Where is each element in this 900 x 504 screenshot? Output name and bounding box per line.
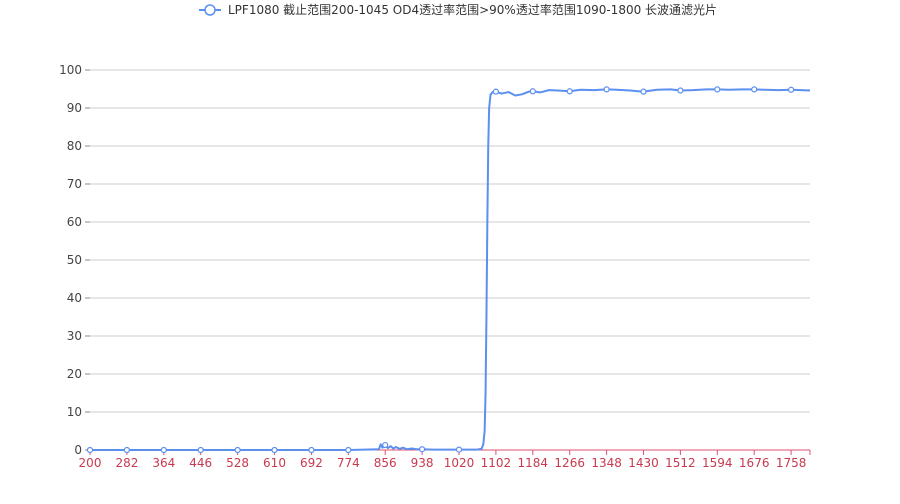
x-tick-label: 1348 — [591, 456, 622, 470]
y-tick-label: 50 — [67, 253, 82, 267]
legend-marker-icon — [205, 5, 215, 15]
data-point[interactable] — [641, 89, 646, 94]
data-point[interactable] — [530, 89, 535, 94]
x-tick-label: 938 — [411, 456, 434, 470]
x-tick-label: 1020 — [444, 456, 475, 470]
data-point[interactable] — [161, 448, 166, 453]
x-tick-label: 1594 — [702, 456, 733, 470]
data-point[interactable] — [567, 89, 572, 94]
data-point[interactable] — [88, 448, 93, 453]
x-tick-label: 610 — [263, 456, 286, 470]
x-tick-label: 774 — [337, 456, 360, 470]
x-tick-label: 1512 — [665, 456, 696, 470]
y-tick-label: 100 — [59, 63, 82, 77]
data-point[interactable] — [678, 88, 683, 93]
data-point[interactable] — [604, 87, 609, 92]
y-tick-label: 90 — [67, 101, 82, 115]
x-tick-label: 446 — [189, 456, 212, 470]
y-tick-label: 0 — [74, 443, 82, 457]
series-line[interactable] — [90, 89, 810, 450]
y-tick-label: 70 — [67, 177, 82, 191]
x-tick-label: 282 — [115, 456, 138, 470]
plot-area — [88, 87, 811, 453]
y-tick-label: 30 — [67, 329, 82, 343]
y-tick-label: 40 — [67, 291, 82, 305]
x-tick-label: 364 — [152, 456, 175, 470]
x-tick-label: 1676 — [739, 456, 770, 470]
x-tick-label: 1430 — [628, 456, 659, 470]
legend[interactable]: LPF1080 截止范围200-1045 OD4透过率范围>90%透过率范围10… — [199, 2, 717, 17]
x-tick-label: 1184 — [518, 456, 549, 470]
grid-lines — [90, 70, 810, 412]
x-tick-label: 1266 — [554, 456, 585, 470]
data-point[interactable] — [309, 448, 314, 453]
y-tick-label: 20 — [67, 367, 82, 381]
data-point[interactable] — [493, 89, 498, 94]
data-point[interactable] — [383, 443, 388, 448]
y-axis: 0 10 20 30 40 50 60 70 80 90 100 — [59, 63, 90, 457]
data-point[interactable] — [235, 448, 240, 453]
x-axis: 200 282 364 446 528 610 692 774 856 938 1020 1102 11… — [79, 450, 810, 470]
data-point[interactable] — [346, 448, 351, 453]
data-point[interactable] — [198, 448, 203, 453]
data-point[interactable] — [457, 447, 462, 452]
data-point[interactable] — [272, 448, 277, 453]
data-point[interactable] — [789, 87, 794, 92]
data-point[interactable] — [420, 447, 425, 452]
x-tick-label: 200 — [79, 456, 102, 470]
y-tick-label: 10 — [67, 405, 82, 419]
x-tick-label: 692 — [300, 456, 323, 470]
legend-label: LPF1080 截止范围200-1045 OD4透过率范围>90%透过率范围10… — [228, 2, 717, 17]
data-point[interactable] — [124, 448, 129, 453]
data-point[interactable] — [752, 87, 757, 92]
y-tick-label: 60 — [67, 215, 82, 229]
x-tick-label: 1102 — [481, 456, 512, 470]
data-point[interactable] — [715, 87, 720, 92]
y-tick-label: 80 — [67, 139, 82, 153]
x-tick-label: 856 — [374, 456, 397, 470]
x-tick-label: 1758 — [776, 456, 807, 470]
x-tick-label: 528 — [226, 456, 249, 470]
